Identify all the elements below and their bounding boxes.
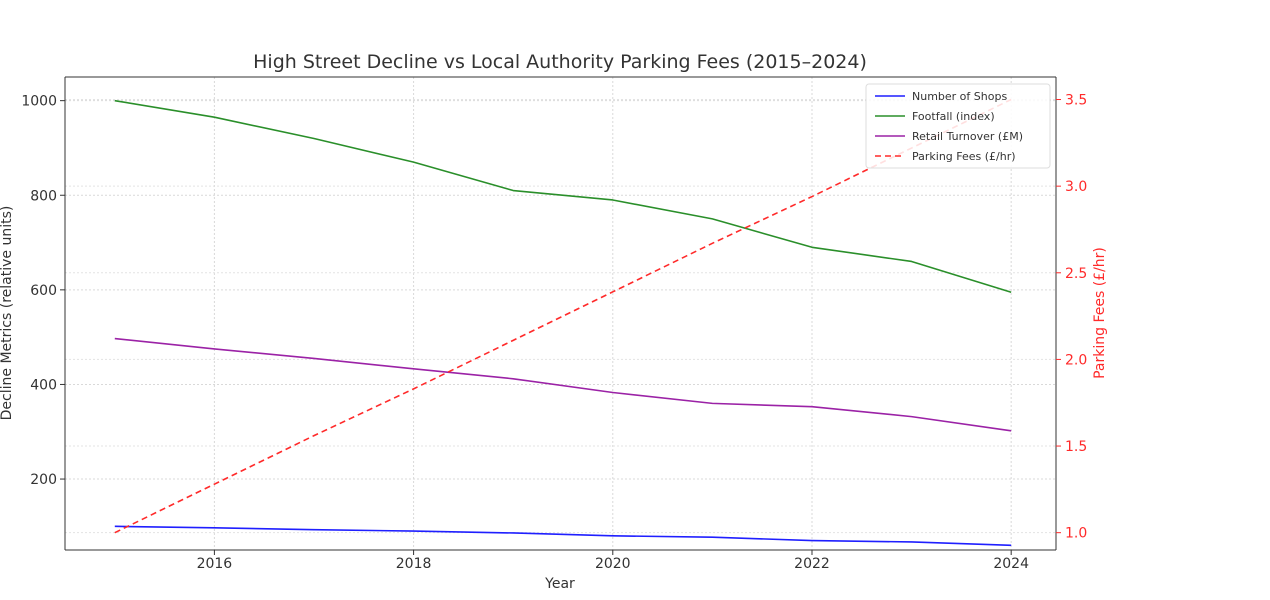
x-tick-label: 2024 <box>993 556 1029 572</box>
axes <box>64 76 1057 551</box>
x-axis-title: Year <box>544 576 575 592</box>
y2-tick-label: 2.5 <box>1065 266 1087 282</box>
legend-box <box>865 83 1051 169</box>
y-tick-label: 800 <box>30 188 57 204</box>
x-tick-label: 2018 <box>396 556 432 572</box>
y2-tick-label: 2.0 <box>1065 352 1087 368</box>
y2-tick-label: 1.0 <box>1065 526 1087 542</box>
series-line-footfall-index <box>114 99 1012 293</box>
y-tick-label: 1000 <box>21 94 57 110</box>
y-tick-label: 200 <box>30 472 57 488</box>
series-line-number-of-shops <box>114 525 1012 547</box>
series-line-retail-turnover-m <box>114 337 1012 432</box>
y2-axis-title: Parking Fees (£/hr) <box>1092 247 1108 379</box>
y-tick-label: 400 <box>30 377 57 393</box>
y2-tick-label: 1.5 <box>1065 439 1087 455</box>
y2-tick-label: 3.0 <box>1065 179 1087 195</box>
legend-label: Retail Turnover (£M) <box>912 130 1023 143</box>
legend-label: Parking Fees (£/hr) <box>912 150 1016 163</box>
tick-labels: 2016 2018 2020 2022 2024 200 400 600 800 1000 1.0 1… <box>21 93 1087 572</box>
x-tick-label: 2020 <box>595 556 631 572</box>
legend-label: Number of Shops <box>912 90 1007 103</box>
y-axis-title: Decline Metrics (relative units) <box>0 206 15 421</box>
y-tick-label: 600 <box>30 283 57 299</box>
x-tick-label: 2022 <box>794 556 830 572</box>
legend: Number of Shops Footfall (index) Retail Tu… <box>865 83 1051 169</box>
x-tick-label: 2016 <box>197 556 233 572</box>
chart-title: High Street Decline vs Local Authority P… <box>253 51 867 73</box>
grid <box>65 77 1056 550</box>
series-lines <box>114 98 1012 547</box>
y2-tick-label: 3.5 <box>1065 93 1087 109</box>
legend-label: Footfall (index) <box>912 110 995 123</box>
